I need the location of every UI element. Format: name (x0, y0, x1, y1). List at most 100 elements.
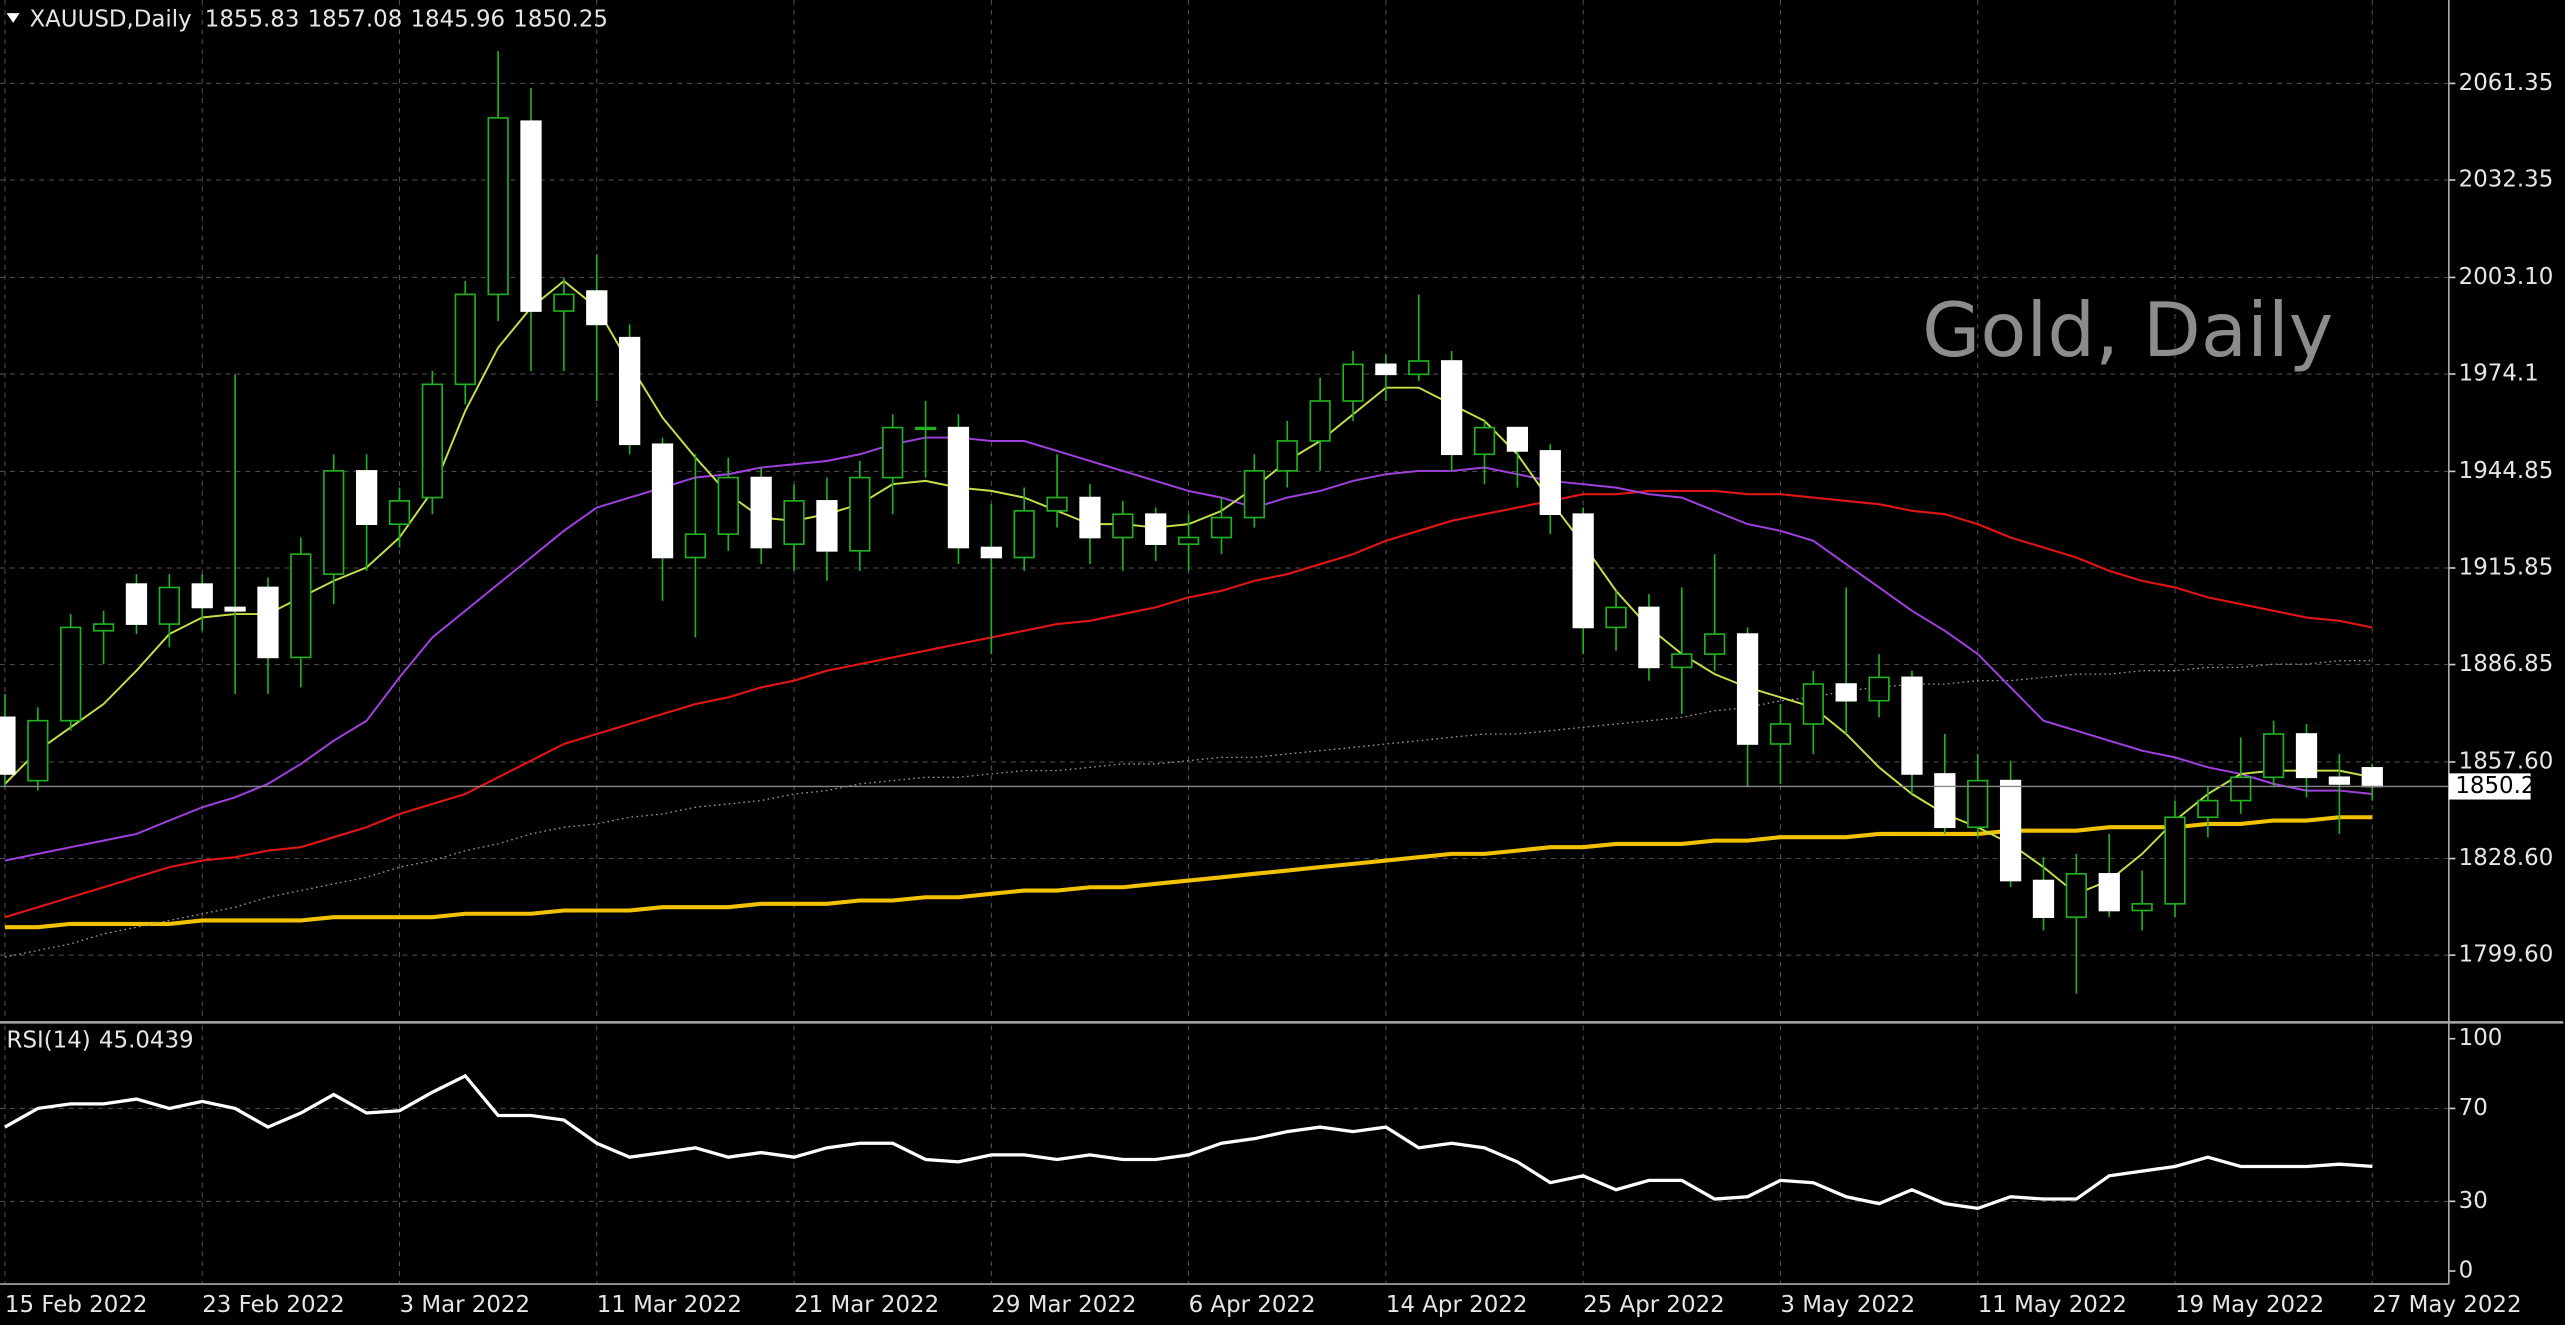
high: 1857.08 (308, 6, 403, 32)
candle-body (60, 626, 82, 722)
candle-body (1539, 450, 1561, 516)
candle-body (1506, 426, 1529, 452)
candle-body (323, 470, 345, 575)
candle-body (1177, 536, 1200, 545)
candle-body (1145, 513, 1167, 545)
menu-arrow[interactable] (6, 13, 20, 23)
candle-body (1079, 496, 1101, 539)
candle-body (2065, 873, 2087, 918)
low: 1845.96 (410, 6, 505, 32)
x-tick-label: 27 May 2022 (2372, 1292, 2521, 1318)
candle-body (2328, 776, 2351, 785)
candle-body (1769, 723, 1792, 745)
chart-header: XAUUSD,Daily 1855.83 1857.08 1845.96 1850.25 (29, 6, 608, 32)
y-tick-label: 2003.10 (2459, 264, 2554, 290)
candle-body (1013, 510, 1035, 559)
y-tick-label: 1974.1 (2459, 360, 2539, 386)
candle-body (487, 117, 509, 296)
candle-body (553, 293, 575, 312)
rsi-tick-label: 30 (2459, 1188, 2488, 1214)
rsi-tick-label: 0 (2459, 1258, 2474, 1284)
y-tick-label: 1915.85 (2459, 554, 2554, 580)
rsi-line (4, 1073, 2373, 1211)
candle-body (2197, 799, 2219, 819)
candle-body (1473, 426, 1496, 456)
candle-body (27, 719, 49, 782)
candle-body (224, 606, 246, 612)
candle-body (2098, 873, 2120, 912)
candle-body (586, 290, 608, 326)
candle-body (1934, 773, 1956, 829)
candle-body (849, 476, 871, 552)
candle-body (421, 383, 444, 499)
rsi-tick-label: 70 (2459, 1095, 2488, 1121)
candle-body (2230, 776, 2252, 802)
moving-average (4, 660, 2373, 958)
candle-body (388, 500, 411, 526)
price-label-box (2448, 773, 2531, 800)
candle-body (1210, 516, 1233, 539)
x-tick-label: 11 May 2022 (1978, 1292, 2127, 1318)
candle-body (2131, 903, 2153, 912)
candle-body (1835, 683, 1857, 702)
candle-body (619, 336, 641, 446)
moving-average (4, 489, 2373, 919)
candle-body (1276, 440, 1298, 472)
candle-body (947, 426, 970, 549)
y-tick-label: 1857.60 (2459, 748, 2554, 774)
candle-body (125, 583, 148, 625)
x-tick-label: 15 Feb 2022 (5, 1292, 147, 1318)
candle-body (882, 426, 904, 479)
candle-body (2295, 733, 2318, 779)
candle-body (355, 470, 378, 526)
x-tick-label: 3 Mar 2022 (399, 1292, 530, 1318)
candle-body (1243, 470, 1265, 519)
x-tick-label: 25 Apr 2022 (1583, 1292, 1725, 1318)
x-tick-label: 14 Apr 2022 (1386, 1292, 1528, 1318)
rsi-value: 45.0439 (99, 1027, 194, 1053)
candle-body (914, 426, 937, 431)
candle-body (750, 476, 772, 549)
candle-body (454, 293, 476, 386)
candle-body (1868, 676, 1890, 702)
price-label: 1850.25 (2455, 773, 2550, 799)
y-tick-label: 2061.35 (2459, 70, 2554, 96)
x-tick-label: 21 Mar 2022 (794, 1292, 939, 1318)
candle-body (816, 500, 838, 552)
rsi-header: RSI(14) 45.0439 (7, 1027, 194, 1053)
candle-body (1901, 676, 1923, 775)
x-tick-label: 11 Mar 2022 (597, 1292, 742, 1318)
candle-body (1999, 779, 2022, 882)
candle-body (1441, 360, 1463, 456)
candle-body (158, 586, 180, 625)
candle-body (717, 476, 739, 536)
watermark: Gold, Daily (1922, 286, 2333, 374)
candle-body (1309, 400, 1331, 442)
candle-body (1375, 363, 1397, 376)
candle-body (0, 716, 16, 775)
y-tick-label: 1944.85 (2459, 458, 2554, 484)
candle-body (92, 623, 115, 632)
x-tick-label: 3 May 2022 (1780, 1292, 1915, 1318)
candle-body (290, 553, 312, 659)
candle-body (1605, 606, 1627, 629)
candle-body (2032, 879, 2055, 918)
rsi-tick-label: 100 (2459, 1025, 2503, 1051)
candle-body (651, 443, 674, 559)
candle-body (980, 546, 1002, 559)
close: 1850.25 (513, 6, 608, 32)
candle-body (684, 533, 707, 559)
y-tick-label: 1828.60 (2459, 845, 2554, 871)
candle-body (520, 120, 542, 312)
candle-body (191, 583, 213, 609)
candle-body (1967, 779, 1989, 829)
candle-body (1802, 683, 1824, 725)
x-tick-label: 23 Feb 2022 (202, 1292, 344, 1318)
y-tick-label: 1886.85 (2459, 651, 2554, 677)
x-tick-label: 29 Mar 2022 (991, 1292, 1136, 1318)
moving-average (4, 436, 2373, 862)
rsi-title: RSI(14) (7, 1027, 91, 1053)
candle-body (1342, 363, 1364, 402)
